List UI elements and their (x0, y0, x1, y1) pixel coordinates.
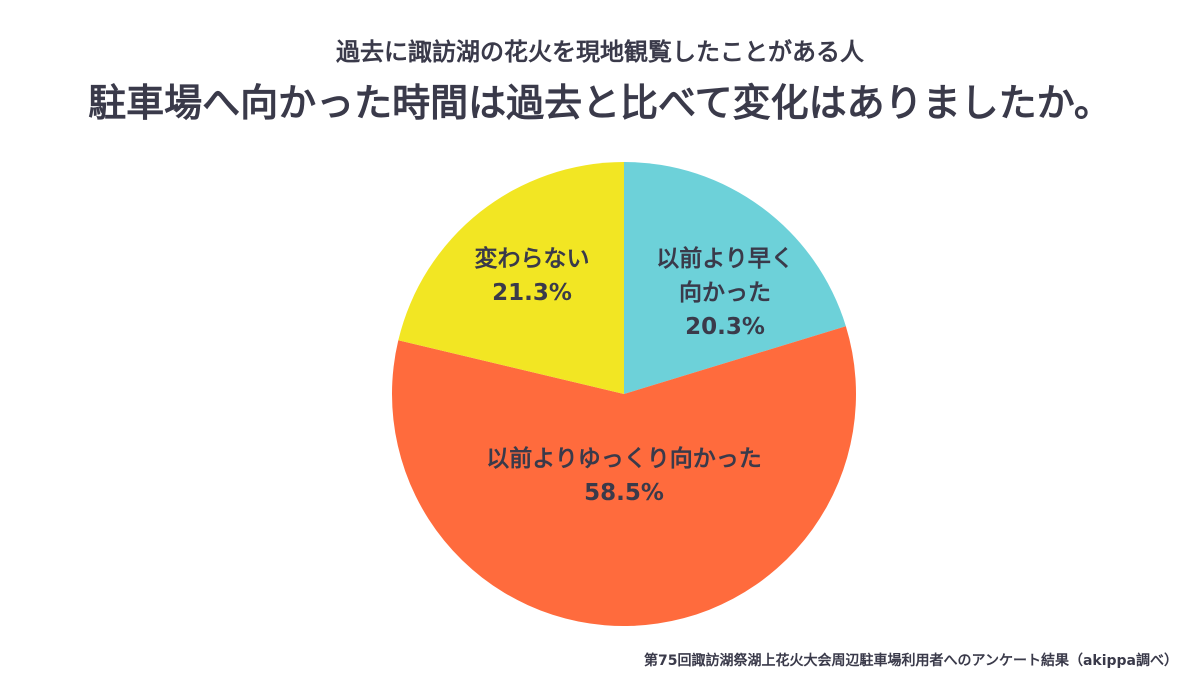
source-note: 第75回諏訪湖祭湖上花火大会周辺駐車場利用者へのアンケート結果（akippa調べ… (644, 653, 1178, 669)
slice-earlier (624, 162, 846, 394)
slice-earlier-label: 以前より早く (656, 245, 794, 272)
slice-slower (391, 326, 856, 626)
slice-unchanged-label: 変わらない (475, 245, 590, 272)
slice-unchanged (398, 162, 624, 394)
slice-earlier-percent: 20.3% (685, 314, 765, 340)
slice-earlier-label: 向かった (679, 279, 771, 306)
slice-slower-percent: 58.5% (584, 480, 664, 506)
slice-slower-label: 以前よりゆっくり向かった (486, 445, 762, 472)
chart-title: 駐車場へ向かった時間は過去と比べて変化はありましたか。 (88, 81, 1112, 125)
chart-subtitle: 過去に諏訪湖の花火を現地観覧したことがある人 (336, 38, 864, 66)
slice-unchanged-percent: 21.3% (492, 280, 572, 306)
